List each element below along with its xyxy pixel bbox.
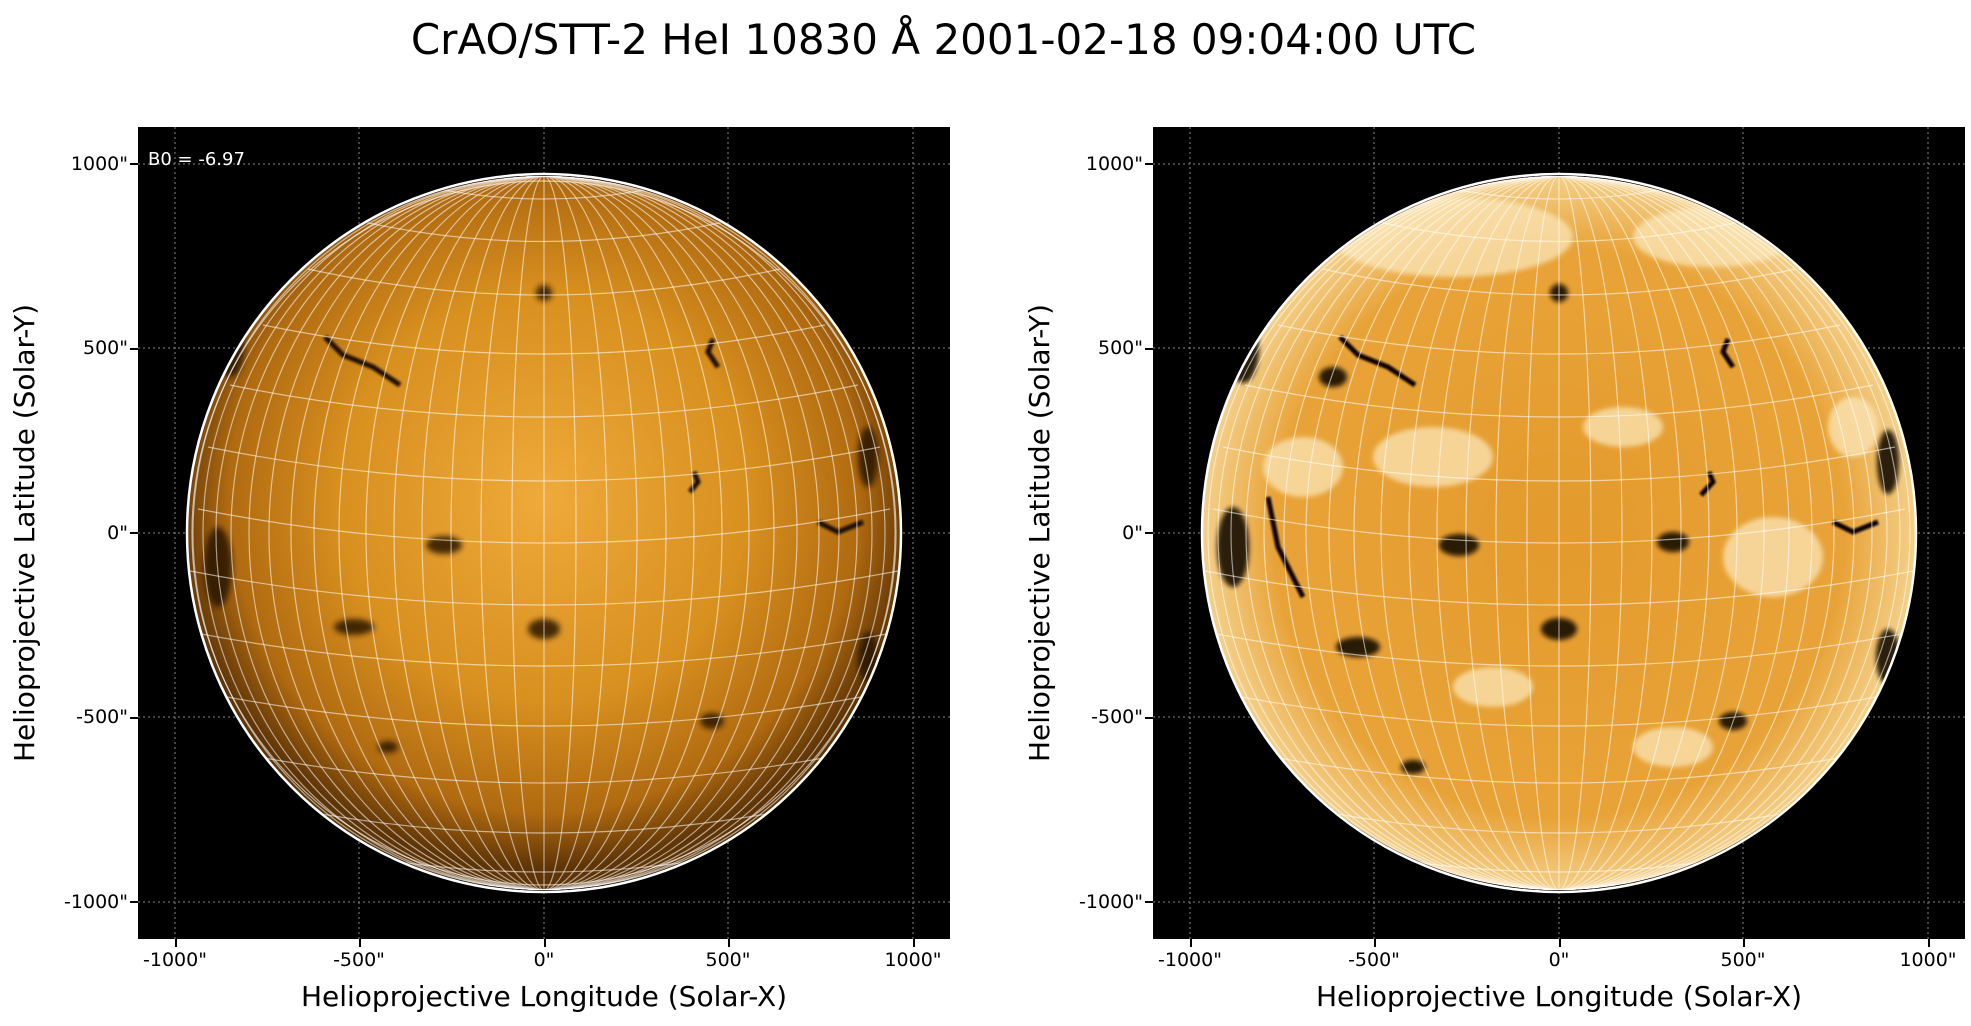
ytick-label: 500" [1097,337,1143,359]
ytick-label: 1000" [1085,153,1143,175]
xtick-label: 0" [1548,949,1570,971]
figure-title: CrAO/STT-2 HeI 10830 Å 2001-02-18 09:04:… [410,15,1477,64]
ytick-label: 500" [82,337,128,359]
xtick-label: -1000" [1158,949,1222,971]
ytick-label: -500" [1091,706,1143,728]
sun-image-left: B0 = -6.97 [138,127,950,939]
xtick-label: -500" [1348,949,1400,971]
limb-outline [185,172,903,894]
solar-disk-left [138,127,950,939]
y-axis-label-left: Helioprojective Latitude (Solar-Y) [8,303,41,763]
xtick-label: 0" [533,949,555,971]
ytick-label: -1000" [64,891,128,913]
ytick-label: -500" [76,706,128,728]
y-axis-label-right: Helioprojective Latitude (Solar-Y) [1023,303,1056,763]
xtick-label: 1000" [1899,949,1957,971]
ytick-label: -1000" [1079,891,1143,913]
xtick-label: 1000" [884,949,942,971]
x-axis-label-right: Helioprojective Longitude (Solar-X) [1315,980,1803,1013]
x-axis-label-left: Helioprojective Longitude (Solar-X) [300,980,788,1013]
solar-disk-right [1153,127,1965,939]
limb-outline [1200,172,1918,894]
ytick-label: 0" [1122,522,1143,544]
xtick-label: -1000" [143,949,207,971]
b0-annotation: B0 = -6.97 [148,149,245,170]
heliographic-grid [1204,176,1914,890]
enhanced-features [1204,176,1914,890]
xtick-label: 500" [705,949,751,971]
ytick-label: 1000" [70,153,128,175]
ytick-label: 0" [107,522,128,544]
sun-image-right [1153,127,1965,939]
xtick-label: 500" [1720,949,1766,971]
heliographic-grid [189,176,899,890]
xtick-label: -500" [333,949,385,971]
